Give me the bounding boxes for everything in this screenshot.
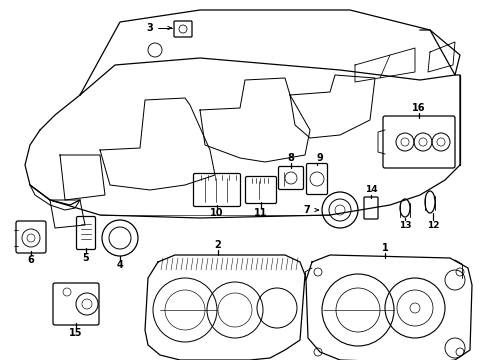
Text: 2: 2 xyxy=(214,240,221,250)
Text: 13: 13 xyxy=(398,220,410,230)
Text: 9: 9 xyxy=(316,153,323,163)
Text: 16: 16 xyxy=(411,103,425,113)
Text: 7: 7 xyxy=(303,205,310,215)
Text: 4: 4 xyxy=(116,260,123,270)
Text: 6: 6 xyxy=(27,255,34,265)
Text: 8: 8 xyxy=(287,153,294,163)
Text: 12: 12 xyxy=(426,220,438,230)
Text: 5: 5 xyxy=(82,253,89,263)
Text: 3: 3 xyxy=(146,23,153,33)
Text: 1: 1 xyxy=(381,243,387,253)
Text: 15: 15 xyxy=(69,328,82,338)
Text: 14: 14 xyxy=(364,185,377,194)
Text: 11: 11 xyxy=(254,208,267,218)
Text: 10: 10 xyxy=(210,208,224,218)
